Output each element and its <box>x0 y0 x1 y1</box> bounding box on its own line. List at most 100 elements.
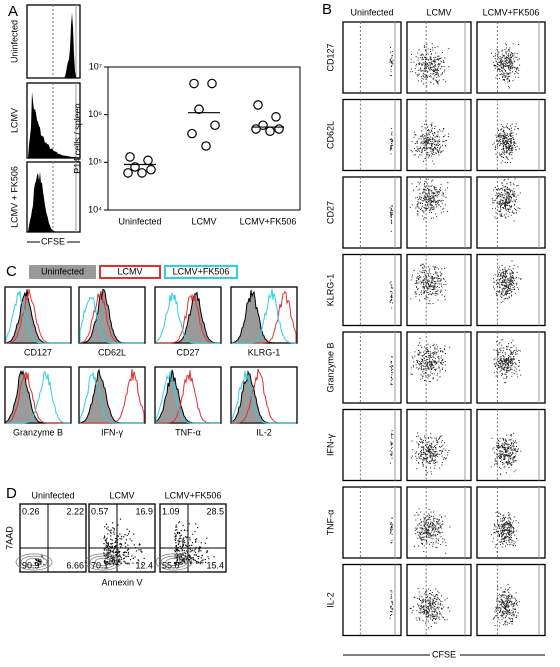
event-dot <box>125 556 127 558</box>
event-dot <box>500 595 502 596</box>
event-dot <box>438 190 440 192</box>
event-dot <box>501 360 503 362</box>
plot-frame <box>476 331 546 404</box>
event-dot <box>508 67 509 69</box>
contour <box>84 553 122 571</box>
event-dot <box>431 69 433 71</box>
event-dot <box>504 541 505 542</box>
event-dot <box>506 135 508 136</box>
event-dot <box>432 359 433 361</box>
event-dot <box>424 527 426 529</box>
event-dot <box>432 541 434 543</box>
event-dot <box>419 193 421 195</box>
event-dot <box>507 140 509 142</box>
event-dot <box>504 48 506 50</box>
event-dot <box>501 530 503 532</box>
event-dot <box>199 563 201 565</box>
event-dot <box>391 608 393 610</box>
event-dot <box>441 72 443 74</box>
event-dot <box>503 79 505 80</box>
event-dot <box>438 79 440 81</box>
event-dot <box>511 149 512 151</box>
event-dot <box>428 449 430 451</box>
event-dot <box>505 610 507 612</box>
event-dot <box>440 525 442 527</box>
event-dot <box>389 59 391 61</box>
event-dot <box>440 145 442 147</box>
event-dot <box>112 549 114 551</box>
event-dot <box>437 278 439 279</box>
event-dot <box>391 216 392 218</box>
event-dot <box>513 605 515 607</box>
event-dot <box>422 456 424 458</box>
event-dot <box>445 81 446 83</box>
event-dot <box>516 282 518 284</box>
event-dot <box>426 528 428 530</box>
event-dot <box>419 364 420 366</box>
event-dot <box>506 145 508 147</box>
event-dot <box>511 206 512 208</box>
event-dot <box>513 446 515 447</box>
event-dot <box>509 350 511 352</box>
event-dot <box>501 50 503 52</box>
point <box>207 78 217 89</box>
event-dot <box>504 286 506 288</box>
event-dot <box>440 350 442 352</box>
event-dot <box>433 56 435 58</box>
event-dot <box>499 446 500 448</box>
event-dot <box>417 52 419 54</box>
event-dot <box>503 538 505 540</box>
event-dot <box>391 597 393 599</box>
event-dot <box>437 131 439 133</box>
event-dot <box>514 456 516 458</box>
event-dot <box>436 277 437 279</box>
event-dot <box>503 368 505 370</box>
event-dot <box>506 611 508 613</box>
event-dot <box>496 368 498 370</box>
event-dot <box>106 537 108 539</box>
event-dot <box>416 362 418 364</box>
event-dot <box>431 59 432 61</box>
event-dot <box>437 200 439 202</box>
event-dot <box>513 191 515 193</box>
event-dot <box>432 345 434 347</box>
event-dot <box>508 359 510 361</box>
event-dot <box>110 529 112 531</box>
event-dot <box>434 598 436 600</box>
event-dot <box>507 49 509 51</box>
event-dot <box>113 558 115 560</box>
event-dot <box>512 148 514 150</box>
event-dot <box>511 289 513 290</box>
event-dot <box>429 67 431 69</box>
event-dot <box>390 594 392 596</box>
event-dot <box>501 344 503 346</box>
event-dot <box>513 60 515 62</box>
event-dot <box>502 450 504 452</box>
event-dot <box>498 61 500 63</box>
event-dot <box>502 62 504 64</box>
event-dot <box>423 519 425 521</box>
event-dot <box>425 281 427 283</box>
event-dot <box>507 594 509 596</box>
event-dot <box>510 356 512 358</box>
event-dot <box>431 281 433 283</box>
event-dot <box>427 353 429 354</box>
event-dot <box>510 350 512 352</box>
event-dot <box>110 546 112 548</box>
event-dot <box>425 615 427 617</box>
event-dot <box>432 618 434 620</box>
event-dot <box>504 367 506 369</box>
event-dot <box>501 600 503 601</box>
event-dot <box>496 371 498 373</box>
event-dot <box>504 76 506 78</box>
event-dot <box>429 522 431 524</box>
event-dot <box>435 353 437 355</box>
event-dot <box>204 547 206 549</box>
event-dot <box>512 43 514 45</box>
event-dot <box>423 458 425 460</box>
event-dot <box>503 62 505 64</box>
event-dot <box>515 604 517 606</box>
event-dot <box>432 538 434 540</box>
event-dot <box>514 541 516 543</box>
event-dot <box>114 542 116 544</box>
